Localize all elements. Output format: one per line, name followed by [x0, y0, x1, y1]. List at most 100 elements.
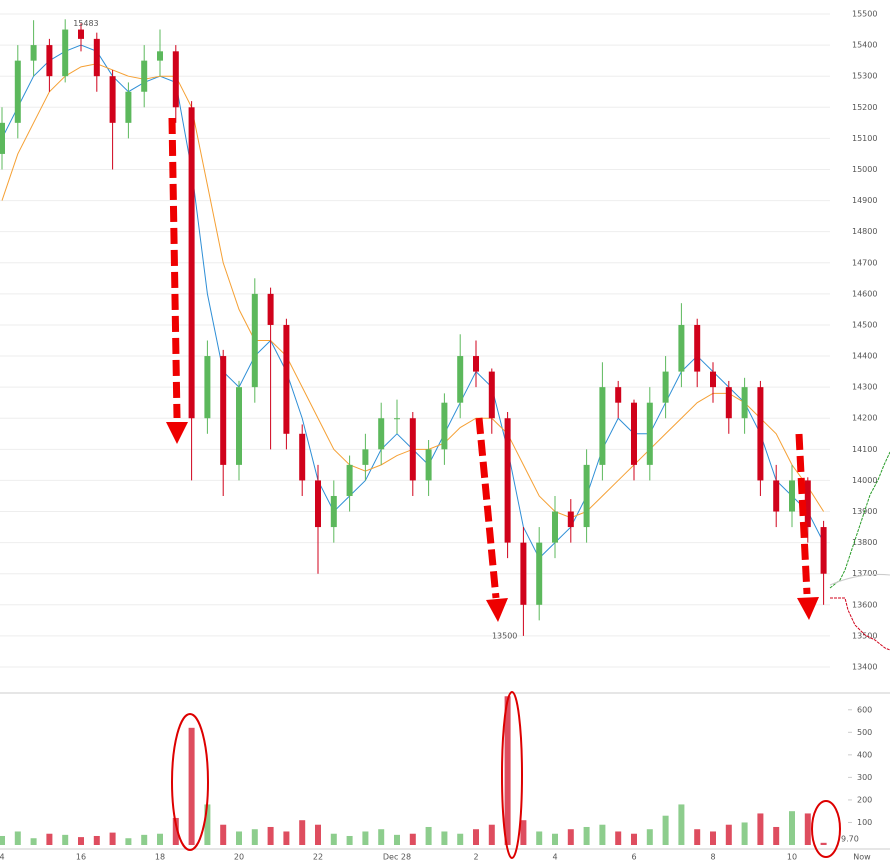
volume-bar: [141, 834, 148, 845]
y-tick-label: 14100: [852, 445, 877, 454]
volume-bar: [125, 838, 132, 845]
candle-body: [346, 464, 353, 496]
volume-bar: [204, 804, 211, 845]
highlight-ellipse: [811, 800, 841, 858]
volume-bar: [251, 829, 258, 845]
candle-body: [804, 480, 811, 528]
volume-bar: [236, 831, 242, 845]
volume-label: 9.70: [841, 834, 859, 843]
y-tick-label: 13600: [852, 600, 877, 609]
volume-bar: [599, 824, 606, 845]
candle-body: [125, 91, 132, 123]
candle-body: [220, 356, 227, 465]
highlight-ellipse: [501, 691, 523, 859]
volume-bar: [567, 829, 574, 845]
arrow: [475, 417, 500, 599]
volume-bar: [725, 824, 732, 845]
volume-bar: [315, 824, 321, 845]
volume-bar: [157, 833, 163, 845]
candle-body: [520, 542, 527, 605]
candle-body: [425, 449, 432, 481]
volume-bar: [409, 833, 416, 845]
candle-body: [172, 51, 179, 108]
y-tick-label: 15300: [852, 72, 877, 81]
candle-body: [789, 480, 795, 512]
candle-body: [251, 293, 258, 388]
candle-body: [236, 387, 242, 465]
candle-body: [46, 45, 53, 77]
x-tick-label: 4: [0, 853, 5, 862]
volume-bar: [804, 813, 811, 845]
candle-body: [567, 511, 574, 528]
candle-body: [725, 387, 732, 419]
volume-tick-label: 400: [857, 750, 872, 759]
volume-bar: [0, 835, 5, 845]
candle-body: [299, 433, 306, 481]
candle-body: [536, 542, 543, 605]
volume-bar: [678, 804, 685, 845]
volume-bar: [536, 831, 543, 845]
x-tick-label: 4: [552, 853, 557, 862]
volume-bar: [394, 834, 400, 845]
volume-bar: [757, 813, 764, 845]
volume-bar: [93, 835, 100, 845]
volume-bar: [694, 829, 701, 845]
arrow-heads: [166, 422, 819, 622]
y-tick-label: 15500: [852, 10, 877, 19]
candle-body: [283, 324, 290, 434]
y-tick-label: 14900: [852, 196, 877, 205]
volume-bar: [30, 838, 37, 845]
bid-depth: [829, 451, 890, 589]
volume-bar: [457, 833, 464, 845]
candle-body: [473, 356, 479, 372]
plot: 1340013500136001370013800139001400014100…: [0, 10, 877, 862]
candle-body: [378, 418, 385, 450]
annotation-arrows: [168, 117, 811, 599]
candle-body: [62, 29, 69, 77]
order-book-lines: [829, 451, 890, 651]
candle-body: [615, 387, 622, 403]
volume-bar: [583, 826, 590, 845]
candle-body: [631, 402, 637, 465]
low-label: 13500: [492, 631, 517, 640]
arrow: [168, 117, 181, 419]
volume-bar: [552, 833, 558, 845]
volume-tick-label: 200: [857, 795, 872, 804]
y-tick-label: 15200: [852, 103, 877, 112]
volume-bar: [789, 811, 795, 845]
y-tick-label: 15400: [852, 41, 877, 50]
volume-bar: [46, 833, 53, 845]
y-tick-label: 13400: [852, 663, 877, 672]
candle-body: [362, 449, 369, 465]
candle-body: [552, 511, 558, 543]
volume-tick-label: 600: [857, 705, 872, 714]
volume-bar: [631, 833, 637, 845]
x-tick-label: Dec 28: [383, 853, 411, 862]
arrow: [795, 433, 811, 595]
high-label: 15483: [73, 19, 98, 28]
candle-body: [141, 60, 148, 92]
ask-depth: [830, 597, 890, 651]
volume-bar: [441, 831, 448, 845]
y-tick-label: 15100: [852, 134, 877, 143]
candle-body: [710, 371, 716, 388]
volume-bar: [220, 824, 227, 845]
candle-body: [773, 480, 780, 512]
candle-body: [0, 122, 5, 154]
volume-bar: [62, 834, 69, 845]
volume-bar: [267, 826, 274, 845]
candle-body: [662, 371, 669, 403]
y-tick-label: 13500: [852, 631, 877, 640]
y-tick-label: 14400: [852, 352, 877, 361]
volume-bar: [520, 820, 527, 845]
candle-body: [488, 371, 495, 419]
y-tick-label: 14500: [852, 320, 877, 329]
x-tick-label: 2: [473, 853, 478, 862]
candle-body: [315, 480, 321, 528]
candle-body: [820, 527, 827, 574]
volume-tick-label: 500: [857, 728, 872, 737]
candle-body: [646, 402, 653, 465]
candle-body: [409, 418, 416, 481]
volume-tick-label: 300: [857, 773, 872, 782]
volume-bar: [773, 826, 780, 845]
